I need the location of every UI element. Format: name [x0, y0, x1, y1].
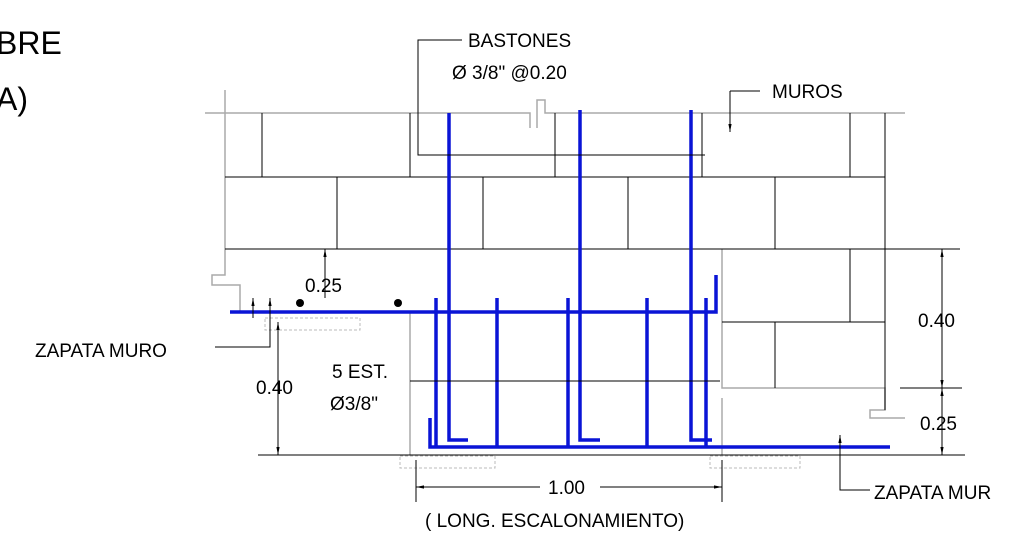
label: 1.00 [548, 478, 585, 499]
label: 0.25 [305, 276, 342, 297]
label: 0.40 [256, 378, 293, 399]
dimensions [215, 39, 962, 502]
label: ZAPATA MURO [35, 341, 167, 362]
title-line: A) [0, 81, 28, 117]
label: 0.25 [920, 414, 957, 435]
rebar [230, 110, 890, 449]
label: 0.40 [918, 311, 955, 332]
label: ZAPATA MUR [874, 483, 991, 504]
label: Ø 3/8" @0.20 [452, 63, 567, 84]
label: MUROS [772, 82, 843, 103]
label: ( LONG. ESCALONAMIENTO) [425, 511, 684, 532]
label: BASTONES [468, 31, 571, 52]
wall-outline [205, 90, 965, 469]
title: BRE A) [0, 25, 62, 117]
title-line: BRE [0, 25, 62, 61]
label: Ø3/8" [330, 394, 378, 415]
label: 5 EST. [332, 362, 388, 383]
labels: BASTONES Ø 3/8" @0.20 MUROS 0.25 ZAPATA … [35, 31, 991, 532]
